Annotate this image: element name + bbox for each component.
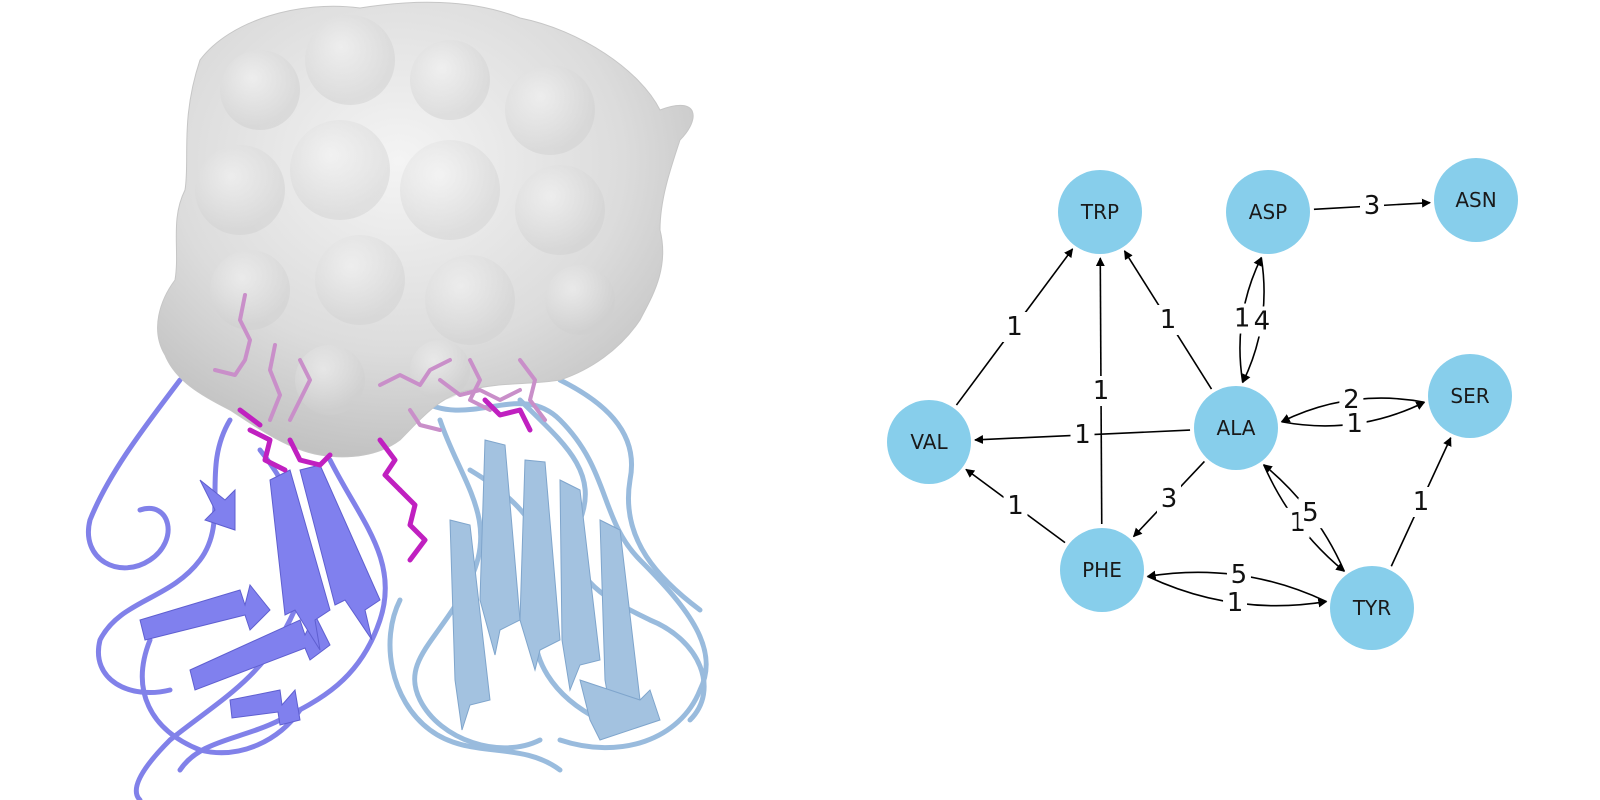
chain-a-strands: [139, 464, 381, 726]
edge-weight-label: 1: [1006, 312, 1023, 342]
node-circle: [1226, 170, 1310, 254]
edge-label-background: [1156, 305, 1180, 335]
edge-label-background: [1360, 191, 1384, 221]
edge-weight-label: 1: [1413, 487, 1430, 517]
node-label: SER: [1450, 384, 1489, 408]
edge-weight-label: 5: [1231, 560, 1248, 590]
node-tyr: TYR: [1330, 566, 1414, 650]
node-label: TYR: [1352, 596, 1391, 620]
edge-weight-label: 1: [1160, 305, 1177, 335]
edge-label-background: [1070, 420, 1095, 450]
edge-weight-label: 2: [1343, 385, 1360, 415]
edge-label-background: [1342, 408, 1367, 439]
node-circle: [1428, 354, 1512, 438]
node-ala: ALA: [1194, 386, 1278, 470]
node-circle: [1434, 158, 1518, 242]
chain-b-strands: [449, 439, 661, 741]
molecular-surface: [157, 1, 694, 458]
edge-weight-label: 1: [1074, 420, 1091, 450]
edge-weight-label: 3: [1161, 484, 1178, 514]
node-label: ASP: [1249, 200, 1287, 224]
node-asp: ASP: [1226, 170, 1310, 254]
edge-weight-label: 1: [1093, 376, 1110, 406]
edge-label-background: [1409, 487, 1433, 517]
edge-weight-label: 5: [1302, 498, 1319, 528]
edge-label-background: [1226, 560, 1251, 591]
node-circle: [887, 400, 971, 484]
edge-label-background: [1002, 312, 1027, 342]
graph-nodes: TRP ASP ASN VAL ALA SER PHE TYR: [887, 158, 1518, 650]
edge-weight-label: 1: [1346, 409, 1363, 439]
node-trp: TRP: [1058, 170, 1142, 254]
node-circle: [1330, 566, 1414, 650]
node-label: TRP: [1080, 200, 1119, 224]
edge-label-background: [1223, 587, 1248, 618]
edge-label-background: [1003, 491, 1028, 521]
node-circle: [1194, 386, 1278, 470]
edge-label-background: [1230, 303, 1255, 334]
node-ser: SER: [1428, 354, 1512, 438]
edge-weight-label: 1: [1234, 304, 1251, 334]
edge-weight-label: 1: [1007, 491, 1024, 521]
edge-label-background: [1298, 498, 1323, 529]
edge-weight-label: 1: [1227, 588, 1244, 618]
edge-label-background: [1089, 376, 1113, 406]
node-circle: [1060, 528, 1144, 612]
edge-weight-label: 4: [1254, 306, 1271, 336]
node-label: ALA: [1217, 416, 1256, 440]
node-circle: [1058, 170, 1142, 254]
protein-structure-icon: [86, 1, 709, 800]
node-val: VAL: [887, 400, 971, 484]
node-label: ASN: [1455, 188, 1496, 212]
node-label: PHE: [1082, 558, 1122, 582]
interface-residues: [213, 293, 547, 563]
edge-weight-label: 3: [1364, 191, 1381, 221]
node-label: VAL: [910, 430, 948, 454]
node-asn: ASN: [1434, 158, 1518, 242]
edge-label-background: [1157, 484, 1181, 514]
node-phe: PHE: [1060, 528, 1144, 612]
